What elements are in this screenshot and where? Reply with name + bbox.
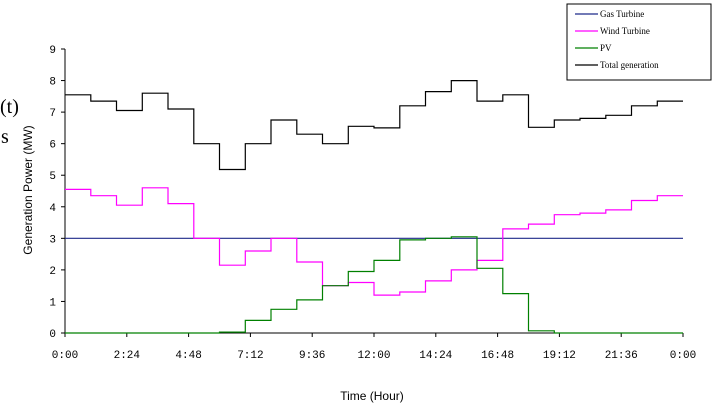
text-fragment-paren-t: (t) (0, 96, 19, 118)
series-layer (65, 80, 683, 334)
y-tick-label: 8 (49, 77, 56, 89)
text-fragment-s: s (1, 126, 9, 148)
legend-label-wind-turbine: Wind Turbine (600, 26, 650, 36)
legend-box (566, 3, 712, 81)
x-tick-label: 19:12 (543, 350, 576, 362)
y-ticks: 0 1 2 3 4 5 6 7 8 9 (49, 45, 65, 341)
y-tick-label: 7 (49, 108, 56, 120)
legend-label-pv: PV (600, 43, 612, 53)
y-tick-label: 2 (49, 266, 56, 278)
x-tick-label: 14:24 (419, 350, 452, 362)
legend: Gas Turbine Wind Turbine PV Total generatio… (566, 3, 712, 81)
y-tick-label: 6 (49, 140, 56, 152)
y-tick-label: 0 (49, 329, 56, 341)
series-line-wind-turbine (65, 187, 683, 296)
y-tick-label: 5 (49, 171, 56, 183)
x-tick-label: 4:48 (175, 350, 201, 362)
y-axis-title: Generation Power (MW) (21, 125, 35, 254)
y-tick-label: 4 (49, 203, 56, 215)
x-axis-title: Time (Hour) (340, 389, 404, 403)
x-tick-label: 12:00 (357, 350, 390, 362)
y-tick-label: 1 (49, 297, 56, 309)
x-tick-label: 16:48 (481, 350, 514, 362)
legend-label-total-generation: Total generation (600, 60, 659, 70)
x-tick-label: 0:00 (52, 350, 78, 362)
series-line-total-generation (65, 80, 683, 171)
x-ticks: 0:00 2:24 4:48 7:12 9:36 12:00 14:24 16:48 19:12… (52, 333, 696, 362)
y-tick-label: 3 (49, 234, 56, 246)
y-tick-label: 9 (49, 45, 56, 57)
legend-label-gas-turbine: Gas Turbine (600, 9, 644, 19)
x-tick-label: 7:12 (237, 350, 263, 362)
x-tick-label: 0:00 (670, 350, 696, 362)
series-line-pv (65, 236, 683, 334)
x-tick-label: 9:36 (299, 350, 325, 362)
x-tick-label: 2:24 (114, 350, 141, 362)
x-tick-label: 21:36 (605, 350, 638, 362)
